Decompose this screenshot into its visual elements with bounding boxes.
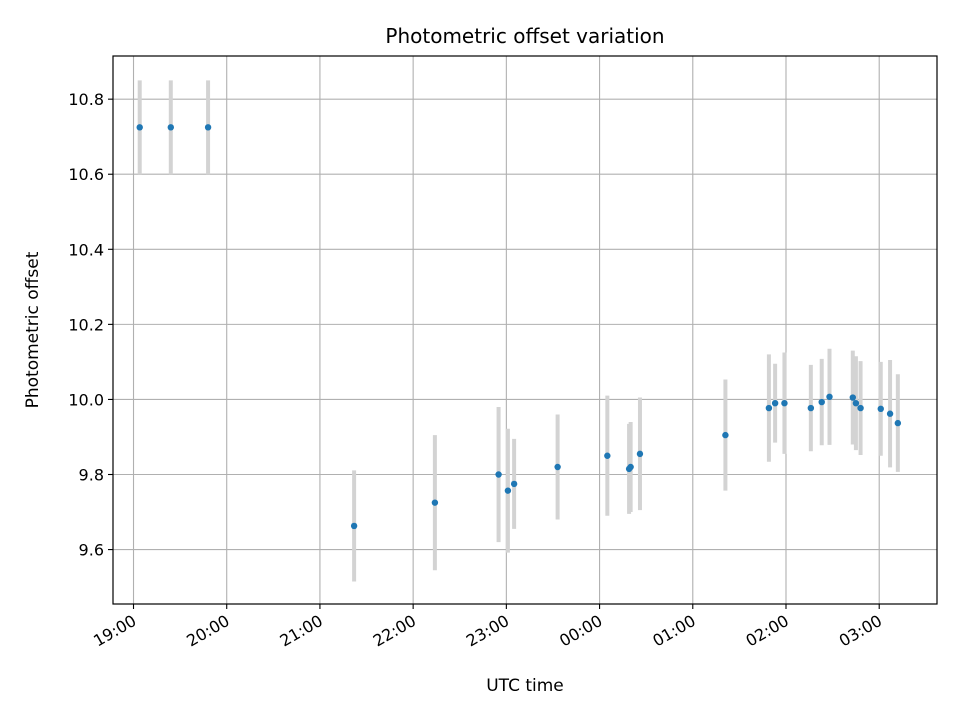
data-point [431,499,439,506]
data-point [204,124,212,131]
data-point [627,463,634,471]
data-point [136,124,143,131]
y-axis-label: Photometric offset [23,251,43,408]
data-point [849,394,856,401]
plot-frame [112,55,938,605]
y-tick-label: 10.8 [68,90,104,109]
x-axis-label: UTC time [486,676,564,696]
data-point [852,399,860,407]
data-point [807,404,815,412]
data-point [167,124,174,131]
y-tick-label: 9.8 [79,466,104,485]
data-point [636,450,644,458]
y-tick-label: 9.6 [79,541,104,560]
data-point [604,452,611,459]
grid [113,56,937,604]
data-point [894,419,902,427]
data-point [554,463,561,471]
data-point [781,399,788,407]
data-point [765,404,773,412]
data-points [136,124,902,530]
data-point [350,522,358,530]
data-point [722,431,729,439]
data-point [504,487,512,494]
data-point [886,410,894,417]
data-point [818,398,825,406]
y-tick-label: 10.0 [68,390,104,409]
data-point [495,471,502,478]
data-point [826,393,833,401]
data-point [771,399,779,407]
chart-title: Photometric offset variation [385,24,664,48]
y-tick-label: 10.2 [68,315,104,334]
y-tick-label: 10.4 [68,240,104,259]
y-axis: 9.6 9.8 10.0 10.2 10.4 10.6 10.8 [68,90,113,560]
data-point [877,405,884,413]
y-tick-label: 10.6 [68,165,104,184]
data-point [857,404,864,412]
data-point [510,480,518,488]
